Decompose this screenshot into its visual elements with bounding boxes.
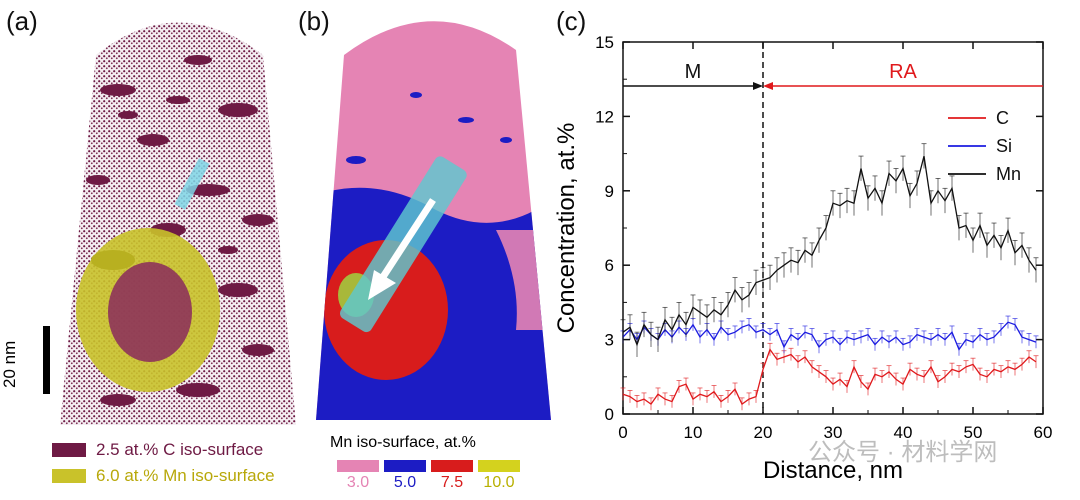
- direction-arrow-icon: [368, 198, 436, 300]
- x-tick-label: 50: [964, 423, 983, 442]
- region-ra-arrowhead: [763, 82, 773, 90]
- x-tick-label: 60: [1034, 423, 1053, 442]
- y-tick-label: 3: [605, 331, 614, 350]
- mn-3-swatch: [337, 460, 379, 472]
- mn-7-5-swatch: [431, 460, 473, 472]
- mn-10-value: 10.0: [483, 474, 515, 491]
- series-c-line: [622, 348, 1037, 406]
- legend-mn-label: Mn: [996, 164, 1021, 184]
- mn-5-swatch: [384, 460, 426, 472]
- concentration-profile-chart: 0 10 20 30 40 50 60 0 3 6 9 12 15 M RA C Si Mn Concentrat…: [553, 33, 1053, 484]
- series-mn-line: [622, 155, 1037, 347]
- region-m-label: M: [685, 61, 702, 83]
- mn-3-value: 3.0: [346, 474, 370, 491]
- x-tick-label: 0: [618, 423, 627, 442]
- y-tick-label: 12: [595, 107, 614, 126]
- y-tick-label: 9: [605, 182, 614, 201]
- legend-a-c-text: 2.5 at.% C iso-surface: [96, 440, 264, 459]
- scale-bar-label: 20 nm: [0, 340, 19, 388]
- analysis-cylinder-a: [174, 158, 210, 210]
- x-tick-label: 10: [684, 423, 703, 442]
- panel-label-b: (b): [298, 6, 330, 36]
- panel-label-c: (c): [556, 6, 587, 36]
- watermark: 公众号 · 材料学网: [808, 439, 998, 466]
- x-axis-label: Distance, nm: [763, 457, 903, 484]
- mn-iso-swatch: [52, 469, 86, 483]
- y-tick-label: 0: [605, 405, 614, 424]
- scale-bar: [43, 326, 50, 394]
- x-tick-label: 40: [894, 423, 913, 442]
- region-ra-label: RA: [889, 61, 917, 83]
- mn-iso-surface-region: [76, 228, 220, 392]
- apt-reconstruction-b: [316, 21, 551, 420]
- legend-a-mn-text: 6.0 at.% Mn iso-surface: [96, 466, 275, 485]
- region-m-arrowhead: [753, 82, 763, 90]
- c-iso-surface-blobs: [86, 55, 274, 406]
- c-iso-swatch: [52, 443, 86, 457]
- legend-si-label: Si: [996, 136, 1012, 156]
- legend-c-label: C: [996, 108, 1009, 128]
- mn-7-5-value: 7.5: [440, 474, 464, 491]
- series-si-line: [622, 321, 1037, 351]
- x-tick-label: 20: [754, 423, 773, 442]
- mn-5-value: 5.0: [393, 474, 417, 491]
- x-tick-label: 30: [824, 423, 843, 442]
- legend-a-item-mn: 6.0 at.% Mn iso-surface: [52, 466, 275, 486]
- panel-label-a: (a): [6, 6, 38, 36]
- y-axis-label: Concentration, at.%: [553, 123, 580, 334]
- legend-b-title: Mn iso-surface, at.%: [330, 434, 476, 451]
- y-tick-label: 6: [605, 256, 614, 275]
- legend-a-item-c: 2.5 at.% C iso-surface: [52, 440, 263, 460]
- mn-10-swatch: [478, 460, 520, 472]
- y-tick-label: 15: [595, 33, 614, 52]
- apt-reconstruction-a: [60, 22, 296, 425]
